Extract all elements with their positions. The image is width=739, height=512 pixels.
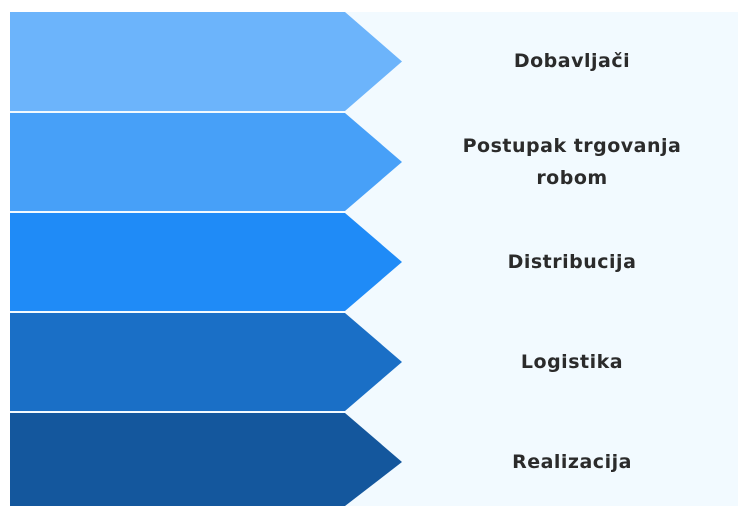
chevron (10, 313, 402, 411)
step-label-box: Logistika (432, 313, 712, 412)
step-label: Logistika (520, 350, 624, 373)
chevron (10, 213, 402, 311)
chevron (10, 113, 402, 211)
step-label-box: Dobavljači (432, 12, 712, 111)
step-label-box: Postupak trgovanja robom (432, 113, 712, 212)
step-label: Postupak trgovanja robom (462, 135, 682, 189)
chevron (10, 413, 402, 506)
step-label: Distribucija (507, 250, 637, 273)
step-label-box: Realizacija (432, 413, 712, 512)
chevron (10, 12, 402, 111)
step-label: Dobavljači (513, 49, 631, 72)
step-label-box: Distribucija (432, 213, 712, 312)
step-label: Realizacija (512, 450, 632, 473)
